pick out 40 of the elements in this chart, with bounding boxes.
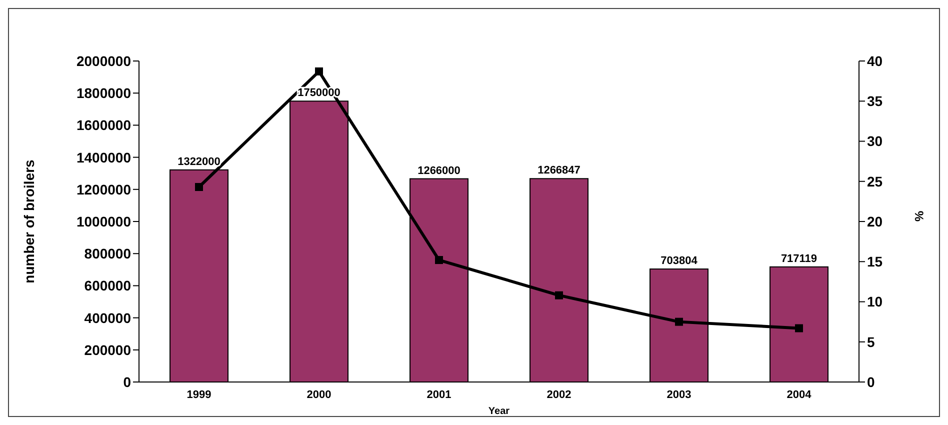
y2-tick-label: 40: [867, 52, 883, 69]
y-tick-label: 200000: [84, 342, 132, 358]
y2-tick-label: 25: [867, 173, 883, 190]
y2-tick-label: 30: [867, 133, 883, 150]
y-tick-label: 1000000: [76, 213, 132, 230]
x-tick-label: 2004: [786, 388, 812, 401]
y-tick-label: 600000: [84, 278, 132, 294]
point: [795, 324, 803, 332]
point: [435, 256, 443, 264]
y2-tick-label: 35: [867, 93, 883, 110]
point: [315, 67, 323, 76]
data-label: 1322000: [178, 156, 220, 168]
x-tick-label: 1999: [186, 388, 212, 401]
y-tick-label: 0: [123, 374, 132, 390]
point: [555, 291, 563, 300]
y-tick-label: 1400000: [76, 149, 132, 166]
y-tick-label: 2000000: [76, 52, 132, 69]
data-label: 717119: [780, 252, 818, 265]
x-tick-label: 2001: [426, 388, 452, 401]
y2-axis-title: %: [912, 210, 926, 222]
y-tick-label: 800000: [84, 246, 132, 262]
x-tick-label: 2000: [306, 388, 332, 401]
x-axis-title: Year: [488, 406, 510, 417]
y2-tick-label: 20: [867, 213, 883, 230]
y-axis-title: number of broilers: [20, 159, 37, 284]
y2-tick-label: 0: [867, 374, 875, 390]
data-label: 1266847: [538, 164, 580, 177]
x-tick-label: 2002: [546, 388, 572, 401]
y2-tick-label: 15: [867, 254, 883, 270]
data-label: 703804: [660, 255, 698, 268]
y-tick-label: 1600000: [76, 117, 132, 134]
y-tick-label: 1200000: [76, 181, 132, 198]
point: [675, 318, 683, 326]
y2-tick-label: 5: [867, 334, 875, 350]
data-label: 1266000: [418, 164, 460, 177]
y-tick-label: 400000: [84, 310, 132, 326]
y2-tick-label: 10: [867, 294, 883, 310]
point: [195, 182, 203, 191]
y-tick-label: 1800000: [76, 85, 132, 102]
x-tick-label: 2003: [666, 388, 692, 401]
